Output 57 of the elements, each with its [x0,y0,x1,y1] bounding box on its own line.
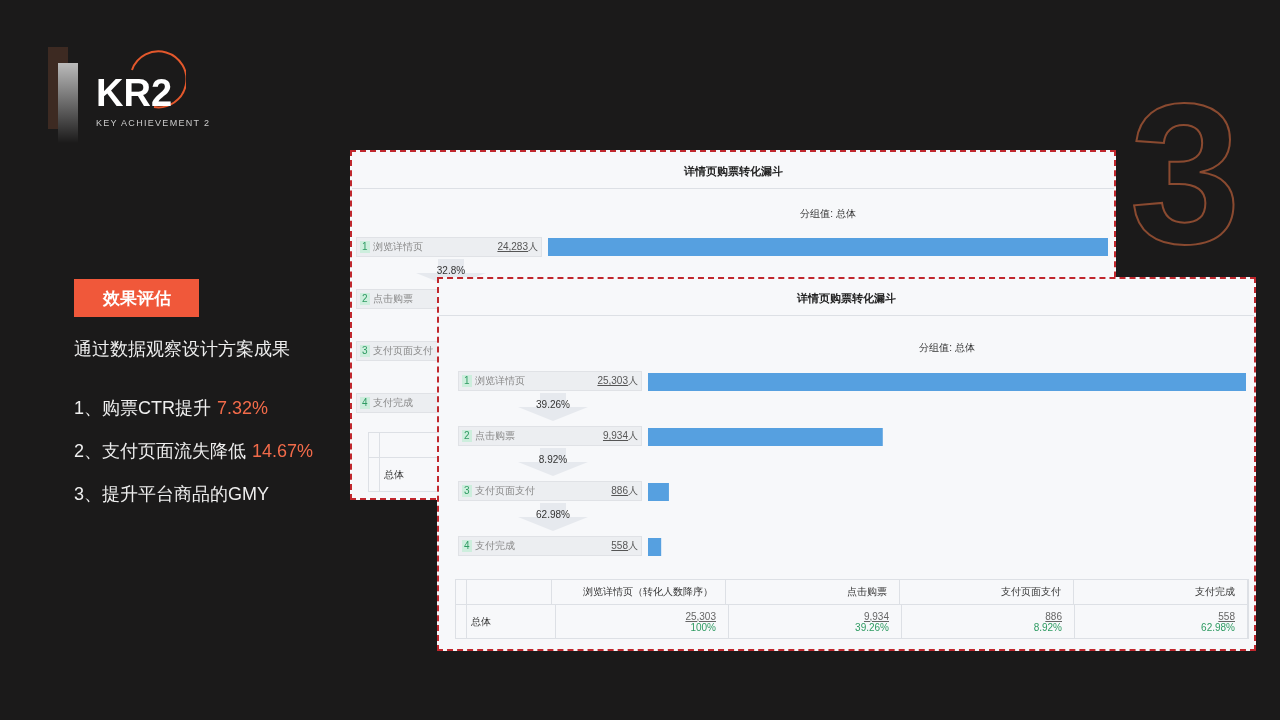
y-tick-label: 浏览详情页 [474,374,526,388]
text: 3 [360,345,370,357]
chart-title: 详情页购票转化漏斗 [682,164,784,179]
y-tick-label: 支付完成 [372,397,413,408]
text: 39.26% [536,399,570,410]
category-label: 点击购票 [847,586,887,597]
text: KEY ACHIEVEMENT 2 [96,118,211,128]
text: 4 [462,540,472,552]
category-label: 支付完成 [1195,586,1235,597]
text: 7.32% [217,398,269,418]
data-label: 558 [611,540,628,551]
text: 886 [1045,610,1062,622]
text: （转化人数降序） [633,586,713,597]
text: 1、购票CTR提升 [74,398,212,418]
text: 8.92% [1033,621,1062,633]
y-tick-label: 浏览详情页 [372,240,424,254]
data-label: 25,303 [597,375,628,386]
category-label: 支付页面支付 [1001,586,1061,597]
text: 3 [1129,62,1241,285]
text: 总体 [384,468,404,480]
text: 2 [360,293,370,305]
category-label: 浏览详情页 [583,586,633,597]
text: 总体 [467,605,556,638]
text: 14.67% [252,441,314,461]
data-label: 24,283 [497,241,528,252]
y-tick-label: 点击购票 [372,292,414,306]
chart-subtitle: 分组值: 总体 [918,341,976,355]
text: 人 [628,485,638,496]
text: 通过数据观察设计方案成果 [74,338,290,361]
y-tick-label: 支付页面支付 [372,344,434,358]
chart-subtitle: 分组值: 总体 [799,207,857,221]
y-tick-label: 支付页面支付 [474,484,536,498]
text: 1 [462,375,472,387]
data-label: 9,934 [602,430,628,441]
text: 62.98% [1201,621,1235,633]
text: 4 [360,397,370,409]
text: 9,934 [863,610,889,622]
text: 人 [628,430,638,441]
text: 3 [462,485,472,497]
text: 2 [462,430,472,442]
text: 人 [628,540,638,551]
data-label: 886 [611,485,628,496]
text: 1 [360,241,370,253]
y-tick-label: 支付完成 [474,539,516,553]
text: 3、提升平台商品的GMY [74,484,270,504]
text: 62.98% [536,509,570,520]
text: 39.26% [855,621,889,633]
text: 2、支付页面流失降低 [74,441,247,461]
text: 效果评估 [74,279,199,317]
y-tick-label: 点击购票 [474,429,516,443]
text: 25,303 [685,610,716,622]
chart-title: 详情页购票转化漏斗 [796,291,897,306]
text: 558 [1218,610,1235,622]
text: KR2 [96,72,173,114]
text: 100% [690,621,716,633]
text: 8.92% [538,454,568,465]
text: 32.8% [435,265,467,276]
